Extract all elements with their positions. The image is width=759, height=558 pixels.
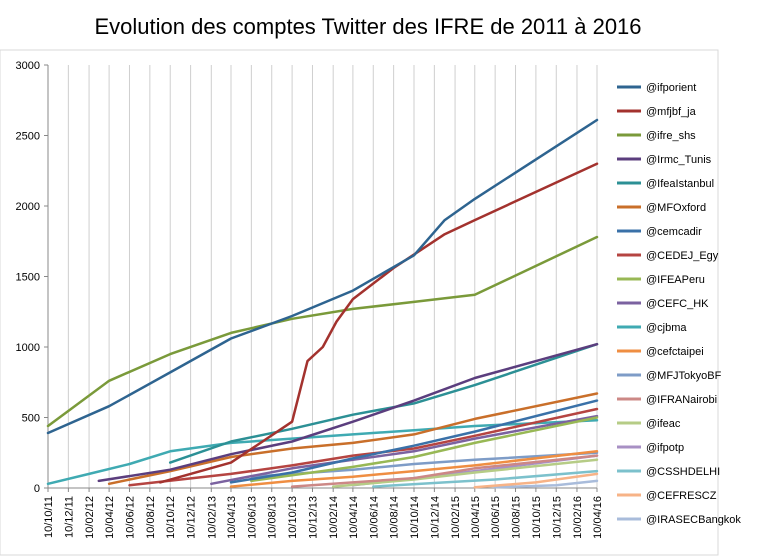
x-tick-label: 10/08/13 — [267, 496, 279, 539]
x-tick-label: 10/10/15 — [531, 496, 543, 539]
x-tick-label: 10/04/14 — [348, 496, 360, 539]
legend-label: @ifeac — [646, 418, 681, 430]
x-tick-label: 10/08/14 — [389, 496, 401, 539]
legend-item: @ifeac — [617, 418, 681, 430]
series-line — [229, 399, 599, 484]
x-tick-label: 10/12/14 — [429, 496, 441, 539]
series-line — [250, 416, 599, 483]
legend-label: @IFRANairobi — [646, 394, 717, 406]
y-tick-label: 1000 — [16, 342, 40, 354]
legend-label: @Irmc_Tunis — [646, 154, 712, 166]
axes: 10/10/11 10/12/11 10/02/12 10/04/12 10/06/12… — [0, 49, 719, 556]
legend: @ifporient @mfjbf_ja @ifre_shs @Irmc_Tunis @… — [617, 82, 741, 526]
x-tick-label: 10/02/15 — [450, 496, 462, 539]
series-line — [290, 454, 599, 488]
y-tick-label: 3000 — [16, 60, 40, 72]
x-tick-label: 10/12/15 — [551, 496, 563, 539]
series-line — [46, 118, 599, 435]
series-line — [46, 235, 599, 428]
x-tick-label: 10/04/13 — [226, 496, 238, 539]
y-tick-label: 500 — [22, 413, 40, 425]
x-tick-label: 10/06/13 — [246, 496, 258, 539]
series-line — [229, 450, 599, 488]
series-lines — [46, 118, 599, 489]
series-line — [46, 419, 599, 486]
series-line — [372, 469, 599, 488]
y-tick-label: 2500 — [16, 131, 40, 143]
legend-label: @mfjbf_ja — [646, 106, 697, 118]
legend-item: @CSSHDELHI — [617, 466, 720, 478]
x-tick-label: 10/12/12 — [186, 496, 198, 539]
legend-item: @IRASECBangkok — [617, 514, 741, 526]
x-tick-label: 10/10/13 — [287, 496, 299, 539]
x-tick-label: 10/02/12 — [84, 496, 96, 539]
series-line — [158, 162, 599, 484]
y-tick-label: 0 — [34, 483, 40, 495]
legend-item: @cefctaipei — [617, 346, 704, 358]
series-line — [168, 342, 599, 464]
x-tick-label: 10/02/16 — [572, 496, 584, 539]
x-tick-label: 10/06/15 — [490, 496, 502, 539]
x-tick-label: 10/04/15 — [470, 496, 482, 539]
legend-item: @IfeaIstanbul — [617, 178, 714, 190]
y-tick-label: 2000 — [16, 201, 40, 213]
legend-item: @Irmc_Tunis — [617, 154, 712, 166]
legend-label: @MFJTokyoBF — [646, 370, 722, 382]
x-tick-label: 10/02/14 — [328, 496, 340, 539]
x-tick-label: 10/08/15 — [511, 496, 523, 539]
legend-item: @CEDEJ_Egy — [617, 250, 719, 262]
y-tick-label: 1500 — [16, 272, 40, 284]
legend-item: @ifporient — [617, 82, 696, 94]
legend-item: @ifpotp — [617, 442, 684, 454]
chart-frame — [0, 49, 719, 556]
legend-item: @CEFRESCZ — [617, 490, 717, 502]
x-tick-label: 10/10/11 — [43, 496, 55, 538]
x-tick-label: 10/04/16 — [592, 496, 604, 539]
grid — [47, 65, 598, 488]
x-tick-label: 10/04/12 — [104, 496, 116, 539]
x-tick-label: 10/06/12 — [124, 496, 136, 539]
legend-label: @CEFC_HK — [646, 298, 709, 310]
legend-label: @IfeaIstanbul — [646, 178, 714, 190]
legend-item: @cjbma — [617, 322, 687, 334]
x-tick-label: 10/12/13 — [307, 496, 319, 539]
legend-label: @MFOxford — [646, 202, 706, 214]
series-line — [97, 342, 599, 483]
legend-item: @IFRANairobi — [617, 394, 717, 406]
x-tick-label: 10/12/11 — [63, 496, 75, 538]
legend-label: @CEFRESCZ — [646, 490, 717, 502]
legend-label: @CEDEJ_Egy — [646, 250, 719, 262]
chart-title: Evolution des comptes Twitter des IFRE d… — [94, 14, 641, 39]
x-tick-label: 10/10/12 — [165, 496, 177, 539]
series-line — [210, 414, 599, 486]
legend-item: @IFEAPeru — [617, 274, 705, 286]
legend-item: @ifre_shs — [617, 130, 696, 142]
series-line — [473, 472, 599, 489]
legend-label: @cjbma — [646, 322, 687, 334]
series-line — [331, 458, 599, 488]
legend-item: @MFJTokyoBF — [617, 370, 722, 382]
legend-label: @ifporient — [646, 82, 696, 94]
legend-label: @IRASECBangkok — [646, 514, 741, 526]
legend-label: @CSSHDELHI — [646, 466, 720, 478]
legend-item: @cemcadir — [617, 226, 702, 238]
series-line — [493, 479, 599, 489]
legend-label: @IFEAPeru — [646, 274, 705, 286]
series-line — [128, 407, 599, 487]
legend-item: @CEFC_HK — [617, 298, 709, 310]
legend-label: @ifpotp — [646, 442, 684, 454]
x-tick-label: 10/02/13 — [206, 496, 218, 539]
legend-item: @MFOxford — [617, 202, 706, 214]
legend-label: @cefctaipei — [646, 346, 704, 358]
x-tick-label: 10/06/14 — [368, 496, 380, 539]
series-line — [107, 392, 599, 486]
legend-item: @mfjbf_ja — [617, 106, 697, 118]
legend-label: @ifre_shs — [646, 130, 696, 142]
x-tick-label: 10/08/12 — [145, 496, 157, 539]
x-tick-label: 10/10/14 — [409, 496, 421, 539]
legend-label: @cemcadir — [646, 226, 702, 238]
